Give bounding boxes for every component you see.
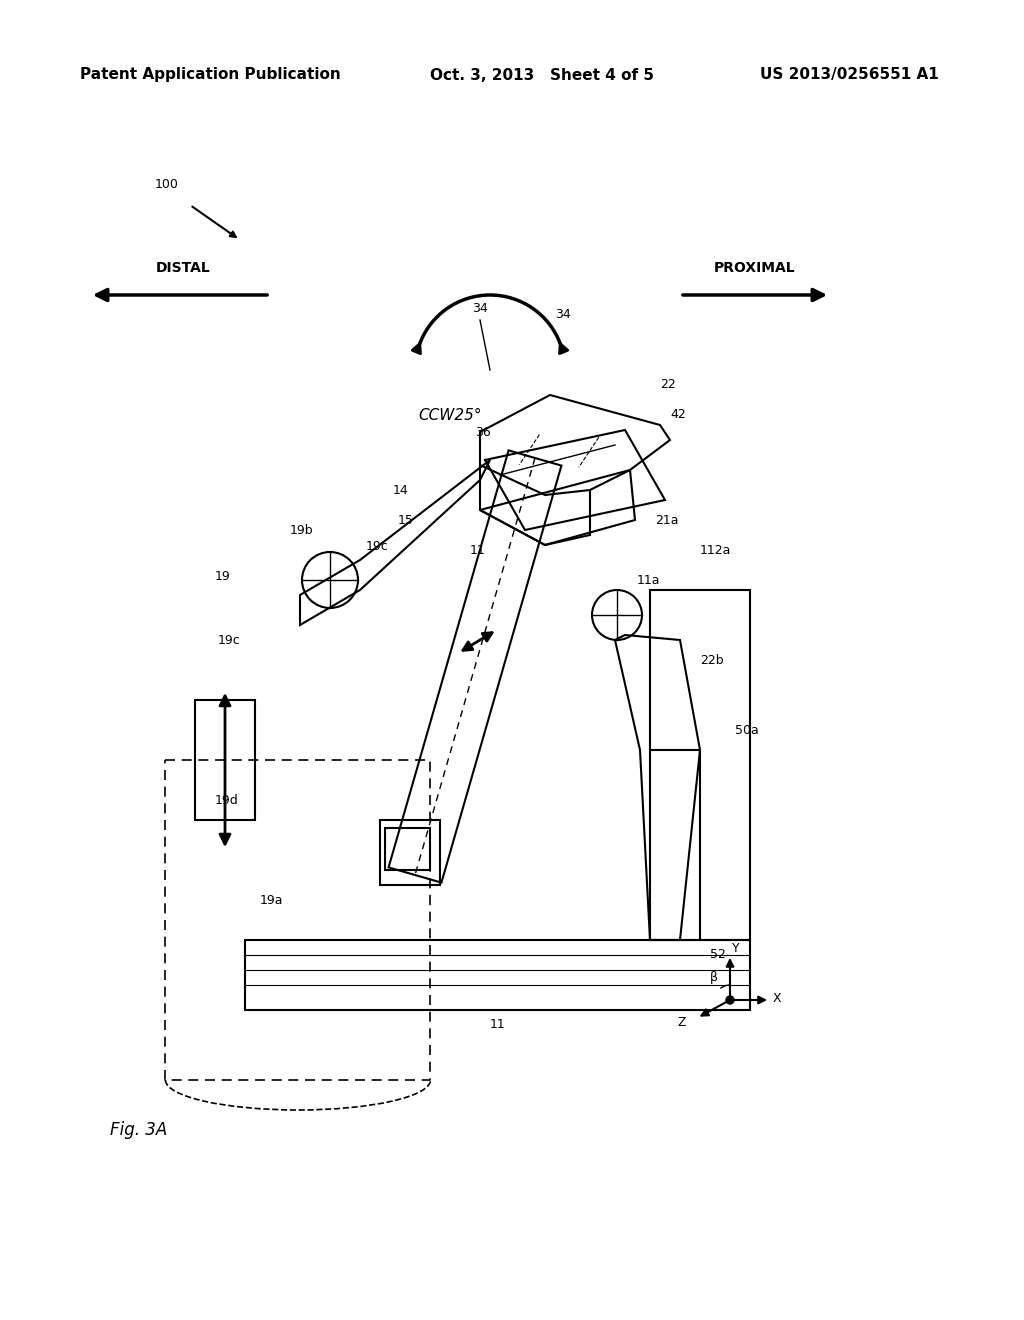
Text: 22: 22 [660,379,676,392]
Text: 34: 34 [472,301,487,314]
Text: 15: 15 [398,513,414,527]
Text: 19c: 19c [218,634,241,647]
Text: 19b: 19b [290,524,313,536]
Text: X: X [773,991,781,1005]
Text: Z: Z [678,1015,686,1028]
Text: 11: 11 [490,1019,506,1031]
Text: 14: 14 [393,483,409,496]
Text: 11: 11 [470,544,485,557]
Text: 50a: 50a [735,723,759,737]
Text: 36: 36 [475,426,490,440]
Circle shape [726,997,734,1005]
Text: 34: 34 [555,309,570,322]
Text: 42: 42 [670,408,686,421]
Text: 19c: 19c [366,540,388,553]
Text: 21a: 21a [655,513,679,527]
Text: Patent Application Publication: Patent Application Publication [80,67,341,82]
Text: Fig. 3A: Fig. 3A [110,1121,167,1139]
Text: β: β [710,972,718,985]
Text: DISTAL: DISTAL [156,261,210,275]
Text: 112a: 112a [700,544,731,557]
Text: 11a: 11a [637,573,660,586]
Text: 22b: 22b [700,653,724,667]
Text: 100: 100 [155,178,179,191]
Text: PROXIMAL: PROXIMAL [714,261,796,275]
Text: 52: 52 [710,949,726,961]
Text: 19: 19 [215,570,230,583]
Text: US 2013/0256551 A1: US 2013/0256551 A1 [760,67,939,82]
Text: Oct. 3, 2013   Sheet 4 of 5: Oct. 3, 2013 Sheet 4 of 5 [430,67,654,82]
Text: Y: Y [732,941,739,954]
Text: CCW25°: CCW25° [418,408,481,422]
Text: 19a: 19a [260,894,284,907]
Text: 19d: 19d [215,793,239,807]
